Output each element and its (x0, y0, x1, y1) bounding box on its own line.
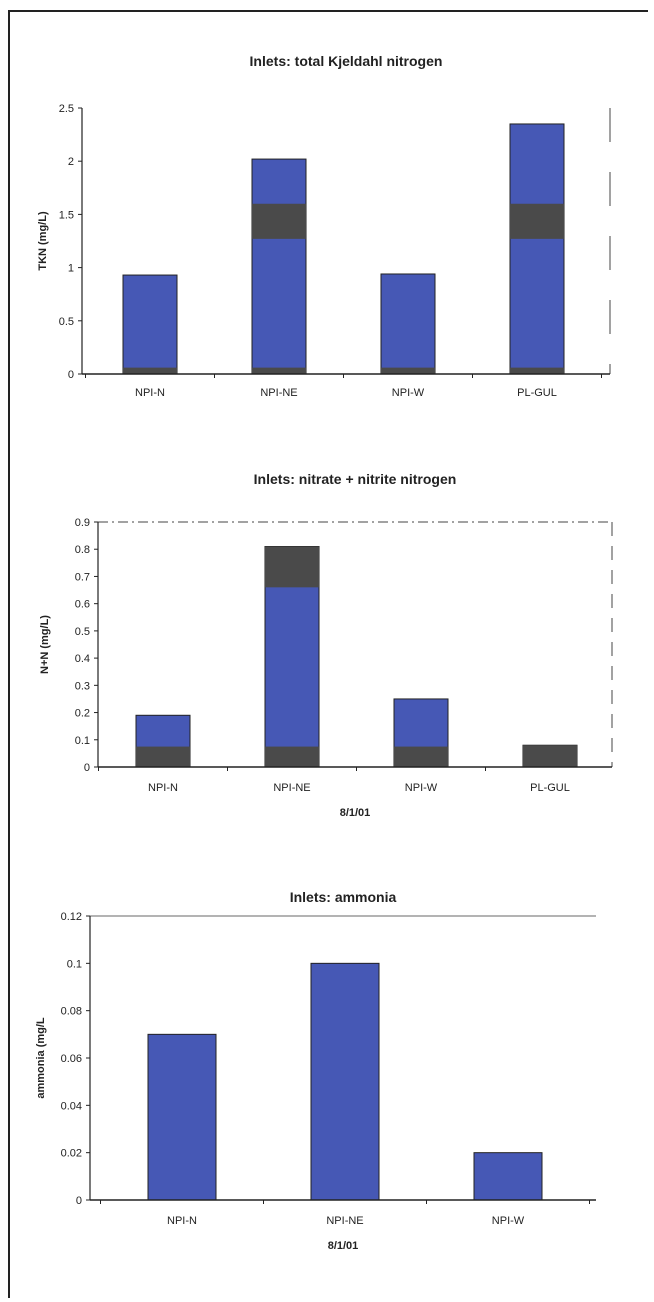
y-axis-title: N+N (mg/L) (39, 615, 51, 674)
bar-npi-ne (310, 962, 380, 1201)
y-tick-label: 0.04 (61, 1100, 82, 1112)
x-category-label: NPI-N (148, 782, 178, 794)
y-tick-label: 0 (76, 1195, 82, 1207)
chart-nitrate-nitrite: Inlets: nitrate + nitrite nitrogen 0 0.1 0.… (39, 471, 613, 819)
y-tick-label: 0.3 (75, 680, 90, 692)
y-tick-label: 2 (68, 156, 74, 168)
bar-overlay-band (394, 746, 448, 767)
y-tick-label: 0.4 (75, 653, 90, 665)
bar-overlay-band (136, 746, 190, 767)
y-tick-label: 0.12 (61, 911, 82, 923)
y-tick-label: 0.8 (75, 544, 90, 556)
chart-title: Inlets: nitrate + nitrite nitrogen (254, 471, 457, 487)
x-category-label: NPI-N (167, 1215, 197, 1227)
x-axis-title: 8/1/01 (340, 807, 371, 819)
x-axis-title: 8/1/01 (328, 1240, 359, 1252)
x-category-label: NPI-W (392, 387, 425, 399)
y-axis-title: ammonia (mg/L (35, 1017, 47, 1099)
y-axis-title: TKN (mg/L) (37, 211, 49, 271)
y-tick-label: 0.1 (75, 735, 90, 747)
y-tick-label: 2.5 (59, 103, 74, 115)
bar-npi-w (380, 273, 436, 375)
y-tick-label: 0.9 (75, 517, 90, 529)
bar-overlay-band (510, 203, 564, 239)
y-tick-label: 0.1 (67, 958, 82, 970)
bar-npi-n (147, 1033, 217, 1201)
bar-overlay-band (123, 367, 177, 374)
bar-npi-n (122, 274, 178, 375)
x-category-label: PL-GUL (517, 387, 557, 399)
y-tick-label: 0.6 (75, 599, 90, 611)
bar-npi-w (473, 1152, 543, 1201)
y-tick-label: 0.06 (61, 1053, 82, 1065)
chart-title: Inlets: ammonia (290, 889, 397, 905)
x-category-label: NPI-W (405, 782, 438, 794)
bar-overlay-band (523, 745, 577, 767)
y-tick-label: 0.08 (61, 1006, 82, 1018)
y-tick-label: 0 (68, 369, 74, 381)
chart-tkn: Inlets: total Kjeldahl nitrogen 0 0.5 1 1.5 2… (37, 53, 611, 399)
y-tick-label: 0.7 (75, 571, 90, 583)
x-category-label: NPI-W (492, 1215, 525, 1227)
bar-overlay-band (252, 203, 306, 239)
page-border (8, 10, 648, 1298)
chart-ammonia: Inlets: ammonia 0 0.02 0.04 0.06 0.08 0.1 0.12 a… (35, 889, 596, 1252)
y-tick-label: 0 (84, 762, 90, 774)
y-tick-label: 0.2 (75, 708, 90, 720)
x-category-label: NPI-NE (326, 1215, 363, 1227)
bar-overlay-band (265, 746, 319, 767)
bar-overlay-band (510, 367, 564, 374)
x-category-label: PL-GUL (530, 782, 570, 794)
x-category-label: NPI-NE (273, 782, 310, 794)
y-tick-label: 1.5 (59, 209, 74, 221)
chart-title: Inlets: total Kjeldahl nitrogen (250, 53, 443, 69)
y-tick-label: 1 (68, 263, 74, 275)
bar-pl-gul (509, 123, 565, 375)
bar-overlay-band (252, 367, 306, 374)
x-category-label: NPI-N (135, 387, 165, 399)
bar-overlay-band (265, 546, 319, 588)
bar-npi-ne (251, 158, 307, 375)
y-tick-label: 0.5 (75, 626, 90, 638)
y-tick-label: 0.5 (59, 316, 74, 328)
y-tick-label: 0.02 (61, 1148, 82, 1160)
x-category-label: NPI-NE (260, 387, 297, 399)
bar-overlay-band (381, 367, 435, 374)
